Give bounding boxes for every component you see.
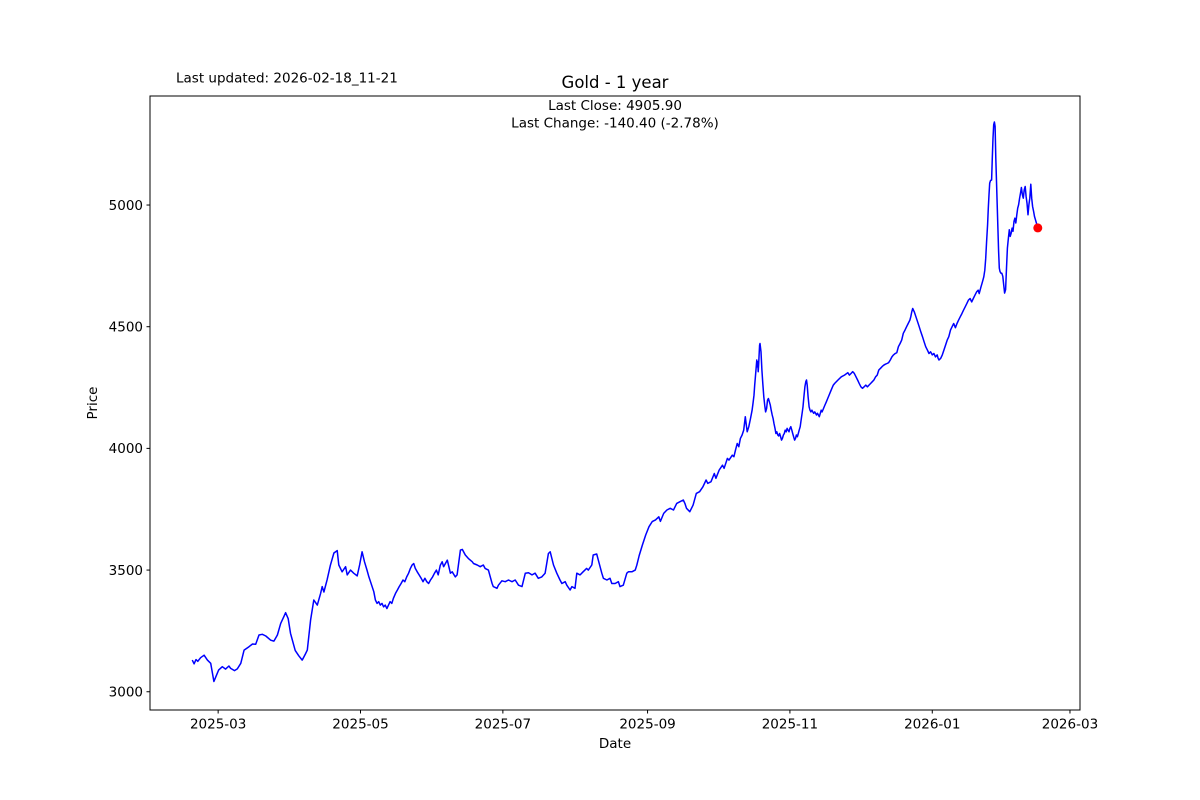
chart-title: Gold - 1 year xyxy=(562,73,669,92)
last-close-annotation: Last Close: 4905.90 xyxy=(548,98,682,114)
plot-border xyxy=(149,95,1081,711)
x-tick-label: 2025-03 xyxy=(190,717,246,733)
y-axis-label: Price xyxy=(85,387,101,420)
x-tick-label: 2026-03 xyxy=(1042,717,1098,733)
y-tick-label: 4000 xyxy=(109,441,143,457)
x-tick-label: 2025-11 xyxy=(762,717,818,733)
x-tick-label: 2026-01 xyxy=(904,717,960,733)
y-tick-label: 5000 xyxy=(109,198,143,214)
y-axis-ticks: 3000 3500 4000 4500 5000 xyxy=(109,198,150,701)
x-tick-label: 2025-05 xyxy=(332,717,388,733)
y-tick-label: 4500 xyxy=(109,320,143,336)
last-price-marker xyxy=(1033,223,1043,233)
x-tick-label: 2025-07 xyxy=(475,717,531,733)
last-change-annotation: Last Change: -140.40 (-2.78%) xyxy=(511,116,719,132)
price-line xyxy=(191,121,1039,683)
x-tick-label: 2025-09 xyxy=(619,717,675,733)
x-axis-label: Date xyxy=(599,736,631,752)
y-tick-label: 3500 xyxy=(109,563,143,579)
x-axis-ticks: 2025-03 2025-05 2025-07 2025-09 2025-11 2026-… xyxy=(190,710,1098,733)
y-tick-label: 3000 xyxy=(109,685,143,701)
last-updated-label: Last updated: 2026-02-18_11-21 xyxy=(176,71,398,87)
